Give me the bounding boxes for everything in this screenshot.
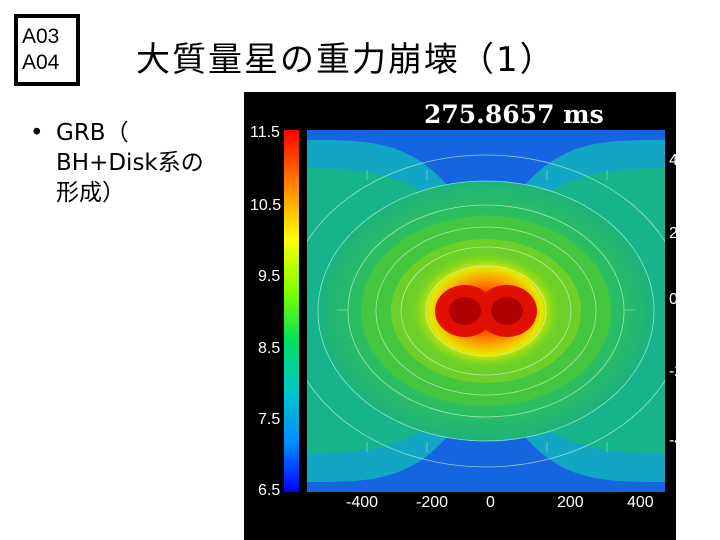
bullet-dot-icon: •: [30, 120, 44, 146]
simulation-figure: 275.8657 ms 11.5 10.5 9.5 8.5 7.5 6.5: [244, 92, 701, 540]
y-axis-tick: 400: [669, 152, 696, 169]
y-axis-tick: 0: [669, 291, 678, 308]
x-axis-tick: 400: [627, 494, 654, 511]
x-axis-tick: 0: [486, 494, 495, 511]
section-code-2: A04: [22, 51, 60, 74]
density-plot: [307, 130, 665, 492]
bullet-line-2: BH+Disk系の: [56, 150, 204, 176]
x-axis-tick: -200: [416, 494, 449, 511]
section-code-1: A03: [22, 25, 60, 48]
colorbar-tick: 8.5: [258, 340, 281, 357]
colorbar-tick: 11.5: [250, 124, 280, 141]
y-axis-tick: -400: [669, 432, 702, 449]
y-axis-tick: -200: [669, 363, 702, 380]
bullet-line-3: 形成）: [56, 180, 125, 206]
colorbar-tick: 10.5: [250, 197, 282, 214]
bullet-item: • GRB（ BH+Disk系の 形成）: [30, 118, 245, 208]
colorbar-tick: 6.5: [258, 482, 281, 499]
time-label: 275.8657 ms: [424, 100, 604, 129]
x-axis-tick: -400: [346, 494, 379, 511]
density-plot-graphic: [307, 130, 665, 492]
x-axis-tick: 200: [557, 494, 584, 511]
slide-title: 大質量星の重力崩壊（1）: [136, 40, 556, 80]
colorbar-tick: 9.5: [258, 268, 281, 285]
bullet-line-1: GRB（: [56, 120, 129, 146]
section-code-box: A03 A04: [14, 14, 80, 86]
y-axis-tick: 200: [669, 225, 696, 242]
colorbar-tick: 7.5: [258, 411, 281, 428]
colorbar: [284, 130, 299, 492]
